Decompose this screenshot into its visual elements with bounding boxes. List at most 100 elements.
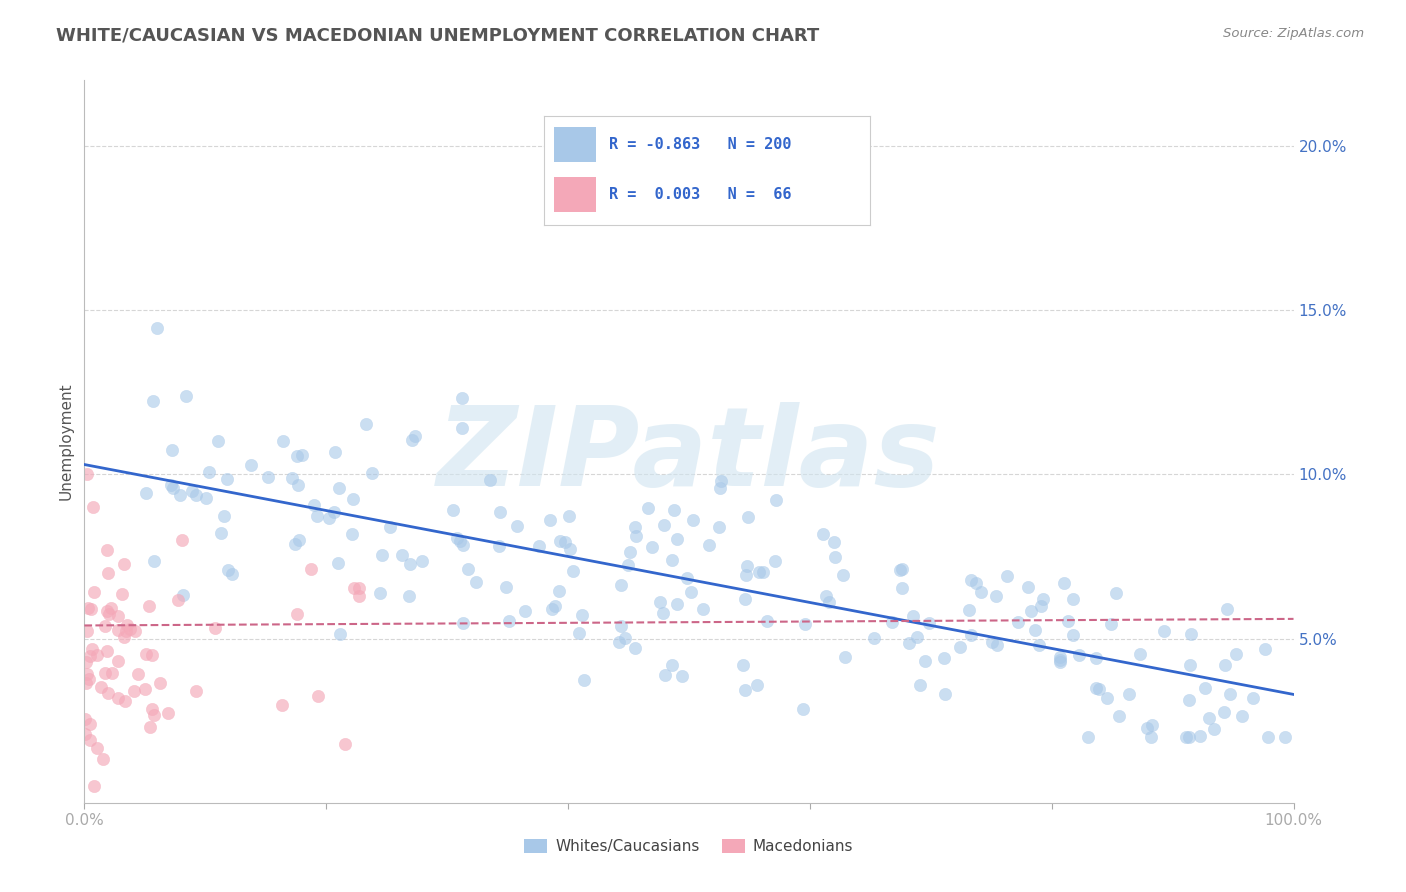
- Point: [378, 520, 401, 534]
- Point: [318, 511, 340, 525]
- Point: [141, 702, 163, 716]
- Text: ZIPatlas: ZIPatlas: [437, 402, 941, 509]
- Point: [146, 321, 169, 335]
- Point: [114, 630, 136, 644]
- Point: [281, 471, 304, 485]
- Point: [949, 640, 972, 654]
- Point: [1198, 711, 1220, 725]
- Point: [506, 519, 529, 533]
- Point: [170, 533, 193, 547]
- Point: [86, 741, 108, 756]
- Point: [75, 713, 97, 727]
- Point: [1219, 687, 1241, 701]
- Point: [905, 630, 928, 644]
- Point: [360, 466, 382, 480]
- Point: [574, 673, 596, 687]
- Point: [914, 654, 936, 668]
- Point: [96, 643, 118, 657]
- Point: [1175, 730, 1198, 744]
- Point: [970, 585, 993, 599]
- Point: [995, 569, 1018, 583]
- Point: [401, 433, 423, 447]
- Text: Source: ZipAtlas.com: Source: ZipAtlas.com: [1223, 27, 1364, 40]
- Point: [124, 624, 146, 639]
- Point: [101, 665, 124, 680]
- Point: [607, 635, 630, 649]
- Point: [1215, 658, 1237, 673]
- Point: [347, 582, 370, 596]
- Point: [86, 648, 108, 662]
- Point: [291, 448, 314, 462]
- Point: [273, 434, 295, 448]
- Point: [832, 568, 855, 582]
- Point: [167, 592, 190, 607]
- Point: [755, 614, 778, 628]
- Point: [682, 514, 704, 528]
- Point: [1241, 691, 1264, 706]
- Point: [918, 616, 941, 631]
- Point: [83, 585, 105, 599]
- Point: [96, 604, 118, 618]
- Point: [665, 533, 688, 547]
- Point: [135, 486, 157, 500]
- Point: [903, 609, 925, 624]
- Point: [735, 567, 758, 582]
- Point: [451, 615, 474, 630]
- Point: [960, 573, 983, 587]
- Point: [1178, 692, 1201, 706]
- Point: [328, 481, 350, 495]
- Point: [697, 538, 720, 552]
- Point: [329, 627, 352, 641]
- Point: [1085, 681, 1108, 695]
- Point: [127, 667, 149, 681]
- Point: [1204, 722, 1226, 736]
- Point: [302, 498, 325, 512]
- Y-axis label: Unemployment: Unemployment: [58, 383, 73, 500]
- Point: [1189, 729, 1212, 743]
- Point: [794, 616, 817, 631]
- Point: [143, 554, 166, 568]
- Point: [368, 586, 391, 600]
- Point: [451, 538, 474, 552]
- Point: [79, 716, 101, 731]
- Point: [80, 602, 103, 616]
- Point: [391, 548, 413, 562]
- Point: [94, 619, 117, 633]
- Point: [1097, 691, 1119, 706]
- Point: [162, 481, 184, 495]
- Point: [752, 565, 775, 579]
- Point: [1136, 721, 1159, 735]
- Point: [1067, 648, 1090, 662]
- Point: [763, 554, 786, 568]
- Point: [1105, 586, 1128, 600]
- Point: [1274, 730, 1296, 744]
- Point: [299, 562, 322, 576]
- Point: [134, 682, 156, 697]
- Point: [135, 647, 157, 661]
- Point: [824, 549, 846, 564]
- Point: [665, 597, 688, 611]
- Point: [184, 684, 207, 698]
- Point: [1024, 624, 1046, 638]
- Point: [662, 502, 685, 516]
- Point: [98, 607, 121, 622]
- Point: [207, 434, 229, 448]
- Point: [681, 585, 703, 599]
- Point: [323, 445, 346, 459]
- Point: [561, 564, 583, 578]
- Point: [560, 542, 582, 557]
- Point: [285, 449, 308, 463]
- Point: [980, 635, 1002, 649]
- Point: [1254, 642, 1277, 657]
- Point: [614, 631, 637, 645]
- Point: [652, 606, 675, 620]
- Point: [515, 604, 537, 618]
- Point: [529, 539, 551, 553]
- Point: [652, 517, 675, 532]
- Point: [558, 509, 581, 524]
- Point: [80, 641, 103, 656]
- Point: [1049, 653, 1071, 667]
- Point: [75, 656, 97, 670]
- Point: [648, 594, 671, 608]
- Point: [114, 694, 136, 708]
